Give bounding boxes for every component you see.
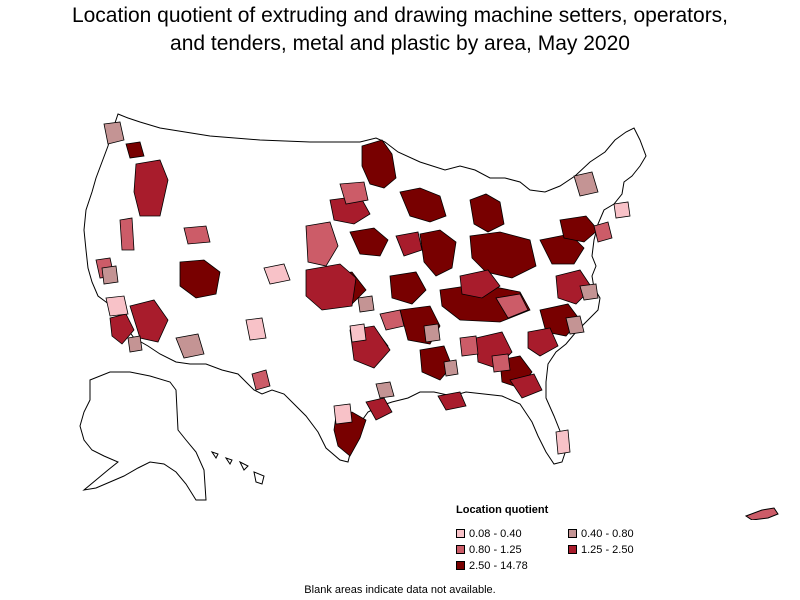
legend-swatch	[456, 545, 465, 554]
region-ga-central	[491, 353, 511, 373]
legend-label: 1.25 - 2.50	[581, 544, 634, 556]
legend-swatch	[456, 529, 465, 538]
region-colorado-dark	[179, 259, 221, 299]
region-al	[459, 335, 479, 357]
data-availability-note: Blank areas indicate data not available.	[304, 584, 496, 596]
map-title: Location quotient of extruding and drawi…	[0, 2, 800, 58]
region-ar-east	[423, 323, 441, 343]
region-fl-south	[555, 429, 571, 455]
legend-label: 2.50 - 14.78	[469, 560, 528, 572]
regions-0-08-0-40	[105, 201, 631, 455]
region-nm-east	[175, 333, 205, 359]
region-nc-east	[565, 315, 585, 335]
region-ms	[443, 359, 459, 377]
region-ca-inland	[105, 295, 129, 317]
region-tx-central	[333, 403, 353, 425]
legend-swatch	[456, 561, 465, 570]
legend-swatch	[568, 545, 577, 554]
regions-0-80-1-25	[95, 181, 613, 391]
region-ky	[459, 269, 501, 299]
region-nm-central	[245, 317, 267, 341]
region-fl-panhandle	[437, 391, 467, 411]
region-mn-dark	[361, 139, 397, 189]
legend-title: Location quotient	[456, 504, 549, 516]
region-il-dark	[419, 229, 457, 277]
region-wi-dark	[399, 187, 447, 223]
region-sd	[339, 181, 369, 205]
region-ca-central	[101, 265, 119, 285]
alaska-outline	[79, 371, 207, 501]
region-kansas	[305, 263, 357, 311]
region-wa-west	[103, 121, 125, 145]
regions-1-25-2-50	[109, 159, 593, 421]
region-sc	[527, 327, 559, 357]
legend: Location quotient 0.08 - 0.40 0.40 - 0.8…	[456, 504, 696, 576]
region-ia-dark	[349, 227, 389, 257]
region-ok-central	[349, 323, 367, 343]
region-ma	[613, 201, 631, 219]
region-nm-south	[251, 369, 271, 391]
region-tn-east	[495, 293, 529, 319]
region-ia-ne	[395, 231, 423, 257]
region-ga-south	[509, 373, 543, 399]
region-ny-east	[593, 221, 613, 243]
region-tx-gulf	[365, 397, 393, 421]
region-co-north	[263, 263, 291, 285]
hawaii-islands	[210, 451, 265, 485]
region-ok-north	[357, 295, 375, 313]
legend-label: 0.40 - 0.80	[581, 528, 634, 540]
us-map-svg	[79, 113, 779, 520]
map-title-line2: and tenders, metal and plastic by area, …	[170, 32, 630, 55]
region-md-de	[579, 283, 599, 301]
region-mi-dark	[469, 193, 505, 233]
regions-0-40-0-80	[101, 121, 599, 399]
region-ca-south-coast	[127, 335, 143, 353]
region-ny-west	[573, 171, 599, 197]
region-tx-north	[375, 381, 395, 399]
region-in-oh-dark	[469, 231, 537, 279]
region-wy	[183, 225, 211, 245]
region-ny-dark	[559, 215, 599, 243]
map-title-line1: Location quotient of extruding and drawi…	[71, 4, 729, 27]
region-co-east	[305, 221, 339, 267]
legend-swatch	[568, 529, 577, 538]
region-oregon	[133, 159, 169, 217]
region-idaho-south	[119, 217, 135, 251]
legend-label: 0.08 - 0.40	[469, 528, 522, 540]
legend-label: 0.80 - 1.25	[469, 544, 522, 556]
region-wa-dark	[125, 141, 145, 159]
region-mo-south	[379, 309, 405, 331]
choropleth-map	[0, 100, 800, 520]
region-mo-dark	[389, 271, 427, 305]
region-arizona	[129, 299, 169, 343]
puerto-rico	[744, 507, 779, 520]
